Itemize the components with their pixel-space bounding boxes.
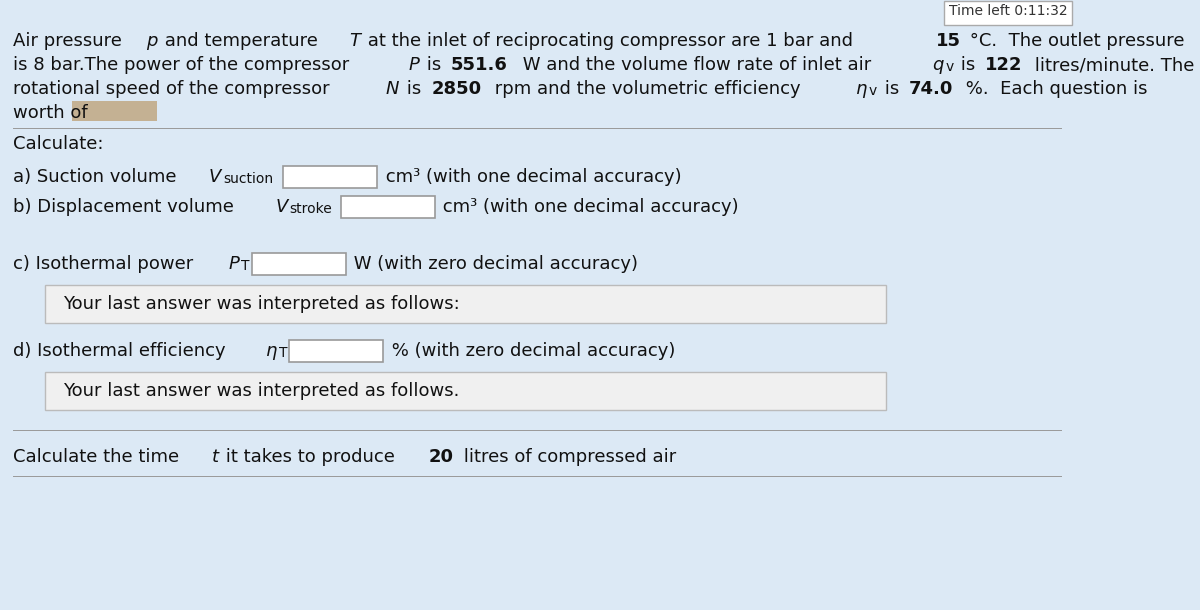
Text: Calculate the time: Calculate the time (13, 448, 185, 466)
Text: is: is (421, 56, 446, 74)
Text: P: P (408, 56, 419, 74)
Text: b) Displacement volume: b) Displacement volume (13, 198, 240, 216)
Text: 20: 20 (428, 448, 454, 466)
Text: and temperature: and temperature (158, 32, 324, 50)
Text: d) Isothermal efficiency: d) Isothermal efficiency (13, 342, 232, 360)
Text: Your last answer was interpreted as follows.: Your last answer was interpreted as foll… (62, 382, 460, 400)
Text: rotational speed of the compressor: rotational speed of the compressor (13, 80, 336, 98)
Text: % (with zero decimal accuracy): % (with zero decimal accuracy) (386, 342, 676, 360)
Text: T: T (241, 259, 250, 273)
Text: 122: 122 (985, 56, 1022, 74)
FancyBboxPatch shape (283, 166, 377, 188)
Text: Air pressure: Air pressure (13, 32, 128, 50)
Text: v: v (946, 60, 954, 74)
Text: %.  Each question is: %. Each question is (960, 80, 1147, 98)
Text: stroke: stroke (289, 202, 332, 216)
Text: T: T (349, 32, 360, 50)
Text: is 8 bar.The power of the compressor: is 8 bar.The power of the compressor (13, 56, 355, 74)
Text: is: is (955, 56, 982, 74)
FancyBboxPatch shape (289, 340, 384, 362)
Text: Your last answer was interpreted as follows:: Your last answer was interpreted as foll… (62, 295, 460, 313)
Text: p: p (146, 32, 157, 50)
Text: v: v (869, 84, 877, 98)
Bar (72, 101, 157, 121)
Text: η: η (265, 342, 277, 360)
Text: T: T (278, 346, 287, 360)
Text: at the inlet of reciprocating compressor are 1 bar and: at the inlet of reciprocating compressor… (361, 32, 858, 50)
Text: 15: 15 (936, 32, 960, 50)
Text: η: η (856, 80, 868, 98)
Text: is: is (878, 80, 905, 98)
FancyBboxPatch shape (44, 285, 886, 323)
Text: N: N (385, 80, 400, 98)
Text: litres/minute. The: litres/minute. The (1028, 56, 1194, 74)
FancyBboxPatch shape (944, 1, 1073, 25)
FancyBboxPatch shape (341, 196, 434, 218)
Text: Time left 0:11:32: Time left 0:11:32 (949, 4, 1068, 18)
Text: W and the volume flow rate of inlet air: W and the volume flow rate of inlet air (517, 56, 877, 74)
Text: cm³ (with one decimal accuracy): cm³ (with one decimal accuracy) (437, 198, 739, 216)
Text: cm³ (with one decimal accuracy): cm³ (with one decimal accuracy) (379, 168, 682, 186)
Text: P: P (228, 255, 239, 273)
Text: c) Isothermal power: c) Isothermal power (13, 255, 199, 273)
Text: V: V (275, 198, 288, 216)
Text: worth of: worth of (13, 104, 88, 122)
Text: litres of compressed air: litres of compressed air (457, 448, 676, 466)
Text: a) Suction volume: a) Suction volume (13, 168, 182, 186)
Text: q: q (932, 56, 944, 74)
Text: it takes to produce: it takes to produce (220, 448, 401, 466)
FancyBboxPatch shape (252, 253, 346, 275)
FancyBboxPatch shape (44, 372, 886, 410)
Text: 551.6: 551.6 (451, 56, 508, 74)
Text: 2850: 2850 (431, 80, 481, 98)
Text: Calculate:: Calculate: (13, 135, 104, 153)
Text: W (with zero decimal accuracy): W (with zero decimal accuracy) (348, 255, 638, 273)
Text: rpm and the volumetric efficiency: rpm and the volumetric efficiency (490, 80, 806, 98)
Text: 74.0: 74.0 (908, 80, 953, 98)
Text: is: is (401, 80, 427, 98)
Text: °C.  The outlet pressure: °C. The outlet pressure (965, 32, 1184, 50)
Text: suction: suction (223, 172, 274, 186)
Text: t: t (212, 448, 218, 466)
Text: V: V (209, 168, 221, 186)
